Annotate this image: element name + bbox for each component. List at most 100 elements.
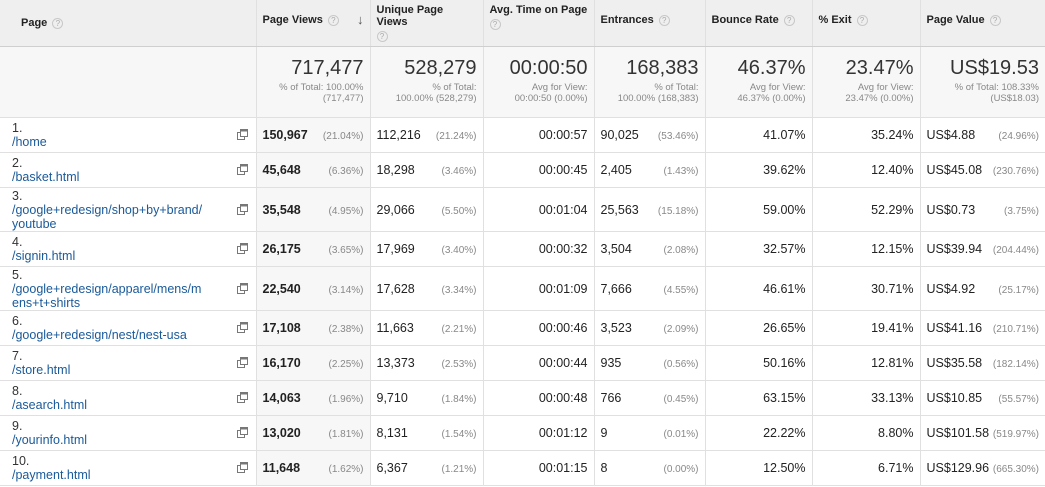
bounce-rate-value: 32.57% — [763, 242, 806, 256]
open-in-new-window-icon[interactable] — [236, 322, 248, 333]
page-link[interactable]: /google+redesign/apparel/mens/mens+t+shi… — [12, 281, 202, 310]
open-in-new-window-icon[interactable] — [236, 462, 248, 473]
total-page-views: 717,477 % of Total: 100.00% (717,477) — [256, 46, 371, 118]
page-cell: 6./google+redesign/nest/nest-usa — [0, 310, 257, 346]
entrances-value: 9 — [600, 426, 608, 440]
entrances-cell: 3,504 (2.08%) — [594, 231, 706, 267]
page-link[interactable]: /google+redesign/shop+by+brand/youtube — [12, 202, 203, 231]
entrances-pct: (2.08%) — [663, 245, 699, 256]
page-views-value: 150,967 — [262, 128, 308, 142]
page-link[interactable]: /google+redesign/nest/nest-usa — [12, 328, 187, 342]
row-index: 9. — [12, 419, 23, 433]
col-header-page-views[interactable]: Page Views? ↓ — [256, 0, 371, 47]
page-value-cell: US$101.58 (519.97%) — [920, 415, 1045, 451]
row-index: 3. — [12, 188, 23, 203]
page-link[interactable]: /signin.html — [12, 249, 76, 263]
page-link[interactable]: /store.html — [12, 363, 71, 377]
page-link[interactable]: /home — [12, 135, 47, 149]
help-circle-icon[interactable]: ? — [989, 15, 1001, 26]
page-value-cell: US$129.96 (665.30%) — [920, 450, 1045, 486]
unique-page-views-value: 6,367 — [376, 461, 408, 475]
page-cell: 7./store.html — [0, 345, 257, 381]
page-value-pct: (24.96%) — [998, 131, 1039, 142]
open-in-new-window-icon[interactable] — [236, 203, 248, 215]
col-header-exit[interactable]: % Exit? — [812, 0, 921, 47]
page-value-value: US$41.16 — [926, 321, 983, 335]
open-in-new-window-icon[interactable] — [236, 129, 248, 140]
exit-value: 30.71% — [871, 281, 914, 296]
sort-descending-arrow-icon[interactable]: ↓ — [357, 12, 364, 27]
unique-page-views-cell: 112,216 (21.24%) — [370, 117, 484, 153]
col-header-bounce-rate[interactable]: Bounce Rate? — [705, 0, 813, 47]
entrances-value: 90,025 — [600, 128, 639, 142]
page-link[interactable]: /payment.html — [12, 468, 91, 482]
help-circle-icon[interactable]: ? — [856, 15, 868, 26]
page-views-value: 22,540 — [262, 281, 301, 296]
entrances-pct: (4.55%) — [663, 284, 699, 296]
page-link[interactable]: /asearch.html — [12, 398, 88, 412]
col-header-page-value[interactable]: Page Value? — [920, 0, 1045, 47]
col-header-entrances-label: Entrances — [600, 14, 654, 26]
open-in-new-window-icon[interactable] — [236, 427, 248, 438]
entrances-pct: (15.18%) — [657, 205, 699, 217]
page-value-value: US$39.94 — [926, 242, 983, 256]
page-views-pct: (4.95%) — [328, 205, 364, 217]
table-row: 9./yourinfo.html 13,020 (1.81%) 8,131 (1.5… — [0, 415, 1045, 451]
page-views-cell: 17,108 (2.38%) — [256, 310, 371, 346]
unique-page-views-pct: (5.50%) — [441, 205, 477, 217]
open-in-new-window-icon[interactable] — [236, 243, 248, 254]
col-header-exit-label: % Exit — [818, 14, 852, 26]
entrances-value: 25,563 — [600, 202, 639, 217]
avg-time-value: 00:00:57 — [538, 128, 588, 142]
help-circle-icon[interactable]: ? — [327, 15, 339, 26]
avg-time-value: 00:00:48 — [538, 391, 588, 405]
bounce-rate-value: 50.16% — [763, 356, 806, 370]
page-link[interactable]: /basket.html — [12, 170, 80, 184]
bounce-rate-cell: 12.50% — [705, 450, 813, 486]
page-views-cell: 13,020 (1.81%) — [256, 415, 371, 451]
page-cell: 8./asearch.html — [0, 380, 257, 416]
total-sub: Avg for View: — [531, 82, 588, 93]
help-circle-icon[interactable]: ? — [658, 15, 670, 26]
page-value-value: US$45.08 — [926, 163, 983, 177]
open-in-new-window-icon[interactable] — [236, 357, 248, 368]
page-views-pct: (3.14%) — [328, 284, 364, 296]
unique-page-views-pct: (3.40%) — [441, 245, 477, 256]
page-value-cell: US$0.73 (3.75%) — [920, 187, 1045, 232]
open-in-new-window-icon[interactable] — [236, 392, 248, 403]
open-in-new-window-icon[interactable] — [236, 164, 248, 175]
help-circle-icon[interactable]: ? — [489, 19, 501, 30]
entrances-pct: (0.56%) — [663, 359, 699, 370]
col-header-avg-time[interactable]: Avg. Time on Page ? — [483, 0, 595, 47]
page-link[interactable]: /yourinfo.html — [12, 433, 88, 447]
avg-time-value: 00:01:09 — [538, 281, 588, 296]
col-header-page-value-label: Page Value — [926, 14, 985, 26]
exit-cell: 8.80% — [812, 415, 921, 451]
avg-time-value: 00:00:32 — [538, 242, 588, 256]
col-header-unique-page-views[interactable]: Unique Page Views ? — [370, 0, 484, 47]
col-header-page[interactable]: Page? — [0, 0, 257, 47]
avg-time-cell: 00:01:15 — [483, 450, 595, 486]
help-circle-icon[interactable]: ? — [783, 15, 795, 26]
page-value-pct: (3.75%) — [1003, 205, 1039, 217]
page-views-value: 26,175 — [262, 242, 301, 256]
help-circle-icon[interactable]: ? — [376, 31, 388, 42]
row-index: 1. — [12, 121, 23, 135]
exit-cell: 52.29% — [812, 187, 921, 232]
unique-page-views-cell: 29,066 (5.50%) — [370, 187, 484, 232]
col-header-bounce-rate-label: Bounce Rate — [711, 14, 779, 26]
bounce-rate-cell: 50.16% — [705, 345, 813, 381]
page-views-value: 16,170 — [262, 356, 301, 370]
page-views-pct: (1.81%) — [328, 429, 364, 440]
page-cell: 3./google+redesign/shop+by+brand/youtube — [0, 187, 257, 232]
exit-value: 12.40% — [871, 163, 914, 177]
exit-cell: 12.81% — [812, 345, 921, 381]
total-sub: Avg for View: — [857, 82, 914, 93]
page-value-cell: US$41.16 (210.71%) — [920, 310, 1045, 346]
open-in-new-window-icon[interactable] — [236, 282, 248, 294]
exit-value: 12.15% — [871, 242, 914, 256]
unique-page-views-value: 17,628 — [376, 281, 415, 296]
help-circle-icon[interactable]: ? — [52, 17, 64, 29]
col-header-entrances[interactable]: Entrances? — [594, 0, 706, 47]
page-cell: 1./home — [0, 117, 257, 153]
